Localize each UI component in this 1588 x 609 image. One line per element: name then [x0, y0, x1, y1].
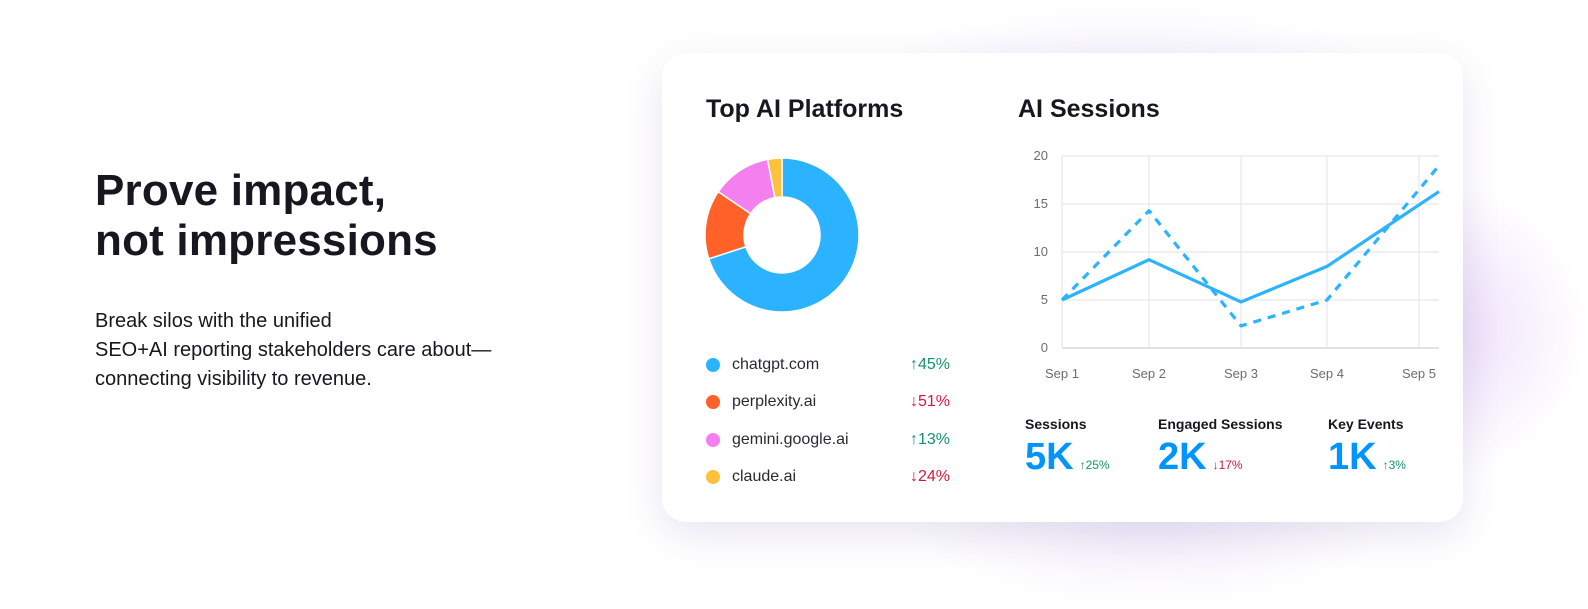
- platform-name: chatgpt.com: [732, 355, 820, 373]
- x-tick-label: Sep 2: [1132, 366, 1166, 381]
- platform-change: ↓24%: [909, 468, 950, 486]
- y-tick-label: 20: [1034, 148, 1048, 163]
- dashboard-card: Top AI Platforms chatgpt.com ↑45% perplex…: [662, 53, 1463, 522]
- metric-value: 1K: [1328, 436, 1377, 478]
- donut-slice-chatgpt-com: [707, 157, 860, 313]
- platform-name: perplexity.ai: [732, 393, 817, 411]
- legend-dot: [706, 395, 720, 410]
- platforms-title: Top AI Platforms: [706, 95, 904, 123]
- hero-title-line: not impressions: [95, 216, 438, 265]
- metric-value: 5K: [1025, 436, 1074, 478]
- metric-key-events: Key Events 1K ↑3%: [1328, 416, 1406, 479]
- metric-sessions: Sessions 5K ↑25%: [1025, 416, 1110, 479]
- platforms-legend: chatgpt.com ↑45% perplexity.ai ↓51% gemini…: [706, 346, 950, 496]
- y-tick-label: 15: [1034, 196, 1048, 211]
- platforms-donut-chart: [704, 157, 860, 313]
- metric-change: ↑3%: [1382, 458, 1406, 472]
- legend-item: chatgpt.com ↑45%: [706, 346, 950, 384]
- legend-item: claude.ai ↓24%: [706, 459, 950, 497]
- platform-change: ↑13%: [909, 430, 950, 448]
- y-tick-label: 10: [1034, 244, 1048, 259]
- x-tick-label: Sep 3: [1224, 366, 1258, 381]
- y-tick-label: 5: [1041, 292, 1048, 307]
- metric-change: ↑25%: [1079, 458, 1110, 472]
- sessions-line-chart: 0 5 10 15 20 Sep 1 Sep 2 Sep 3 Sep 4 Sep 5: [1034, 148, 1441, 381]
- platform-change: ↑45%: [909, 355, 950, 373]
- metric-label: Key Events: [1328, 416, 1404, 432]
- series-line-current: [1061, 190, 1440, 304]
- hero-title: Prove impact, not impressions: [95, 166, 438, 266]
- x-tick-label: Sep 4: [1310, 366, 1344, 381]
- metric-engaged-sessions: Engaged Sessions 2K ↓17%: [1158, 416, 1282, 479]
- platform-change: ↓51%: [909, 393, 950, 411]
- donut-slice-claude-ai: [766, 157, 783, 199]
- legend-item: gemini.google.ai ↑13%: [706, 421, 950, 459]
- legend-dot: [706, 432, 720, 447]
- platform-name: gemini.google.ai: [732, 430, 849, 448]
- hero-description: Break silos with the unified SEO+AI repor…: [95, 307, 575, 394]
- hero-title-line: Prove impact,: [95, 166, 387, 215]
- legend-dot: [706, 357, 720, 372]
- metric-label: Sessions: [1025, 416, 1087, 432]
- x-tick-label: Sep 5: [1402, 366, 1436, 381]
- y-tick-label: 0: [1041, 340, 1048, 355]
- sessions-title: AI Sessions: [1018, 95, 1160, 123]
- desc-line: connecting visibility to revenue.: [95, 368, 372, 390]
- x-tick-label: Sep 1: [1045, 366, 1079, 381]
- desc-line: SEO+AI reporting stakeholders care about…: [95, 339, 492, 361]
- metric-label: Engaged Sessions: [1158, 416, 1283, 432]
- desc-line: Break silos with the unified: [95, 310, 332, 332]
- series-line-previous: [1060, 164, 1441, 328]
- legend-item: perplexity.ai ↓51%: [706, 384, 950, 422]
- metric-value: 2K: [1158, 436, 1207, 478]
- legend-dot: [706, 470, 720, 485]
- platform-name: claude.ai: [732, 468, 797, 486]
- metric-change: ↓17%: [1212, 458, 1243, 472]
